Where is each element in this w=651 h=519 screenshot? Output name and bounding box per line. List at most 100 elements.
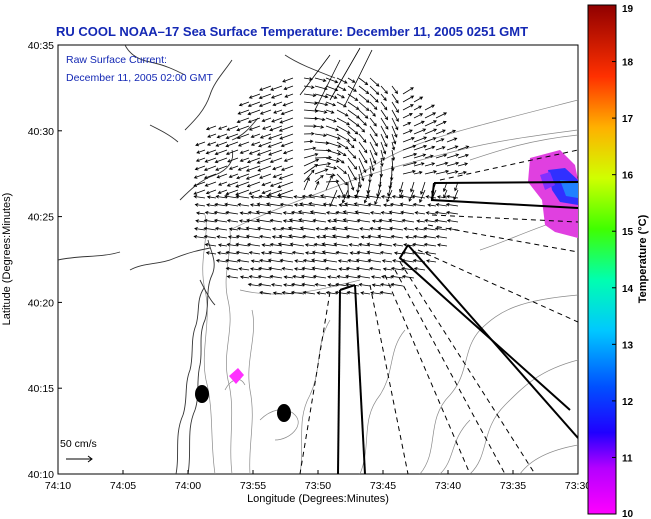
current-vector	[258, 282, 272, 287]
current-vector	[301, 266, 316, 271]
current-vector	[195, 219, 206, 223]
current-vector	[435, 112, 448, 119]
current-vector	[355, 258, 371, 263]
current-vector	[312, 218, 327, 223]
current-vector	[299, 226, 316, 231]
current-vector	[416, 219, 426, 223]
current-vector	[336, 133, 351, 142]
current-vector	[342, 210, 360, 215]
current-vector	[435, 235, 448, 239]
current-vector	[284, 93, 294, 98]
current-vector	[381, 259, 393, 263]
current-vector	[216, 235, 228, 239]
current-vector	[335, 210, 349, 215]
current-vector	[399, 202, 415, 207]
current-vector	[278, 234, 294, 239]
current-vector	[226, 181, 239, 187]
current-vector	[435, 120, 447, 127]
current-vector	[424, 137, 437, 143]
current-vector	[329, 47, 361, 101]
current-vector	[358, 93, 370, 103]
current-vector	[246, 242, 261, 247]
current-vector	[413, 144, 428, 151]
current-vector	[272, 101, 283, 107]
current-vector	[303, 169, 315, 183]
current-vector	[217, 189, 228, 194]
current-vector	[293, 267, 305, 271]
current-vector	[431, 181, 437, 195]
current-vector	[358, 157, 367, 174]
current-vector	[258, 101, 272, 107]
current-vector	[413, 113, 424, 119]
current-vector	[225, 210, 239, 215]
current-vector	[435, 129, 446, 135]
current-vector	[322, 258, 338, 263]
current-vector	[311, 258, 327, 263]
current-vector	[390, 282, 404, 287]
current-vector	[434, 210, 448, 215]
current-vector	[325, 165, 338, 170]
current-vector	[314, 133, 327, 137]
current-vector	[336, 141, 349, 150]
current-vector	[380, 117, 389, 130]
colorbar-label: Temperature (°C)	[637, 214, 649, 303]
current-vector	[325, 211, 338, 215]
current-vector	[203, 234, 217, 239]
current-vector	[236, 258, 250, 263]
current-vector	[446, 170, 459, 175]
current-vector	[293, 195, 305, 199]
current-vector	[217, 243, 228, 247]
current-vector	[366, 250, 382, 255]
current-vector	[203, 226, 217, 231]
current-vector	[347, 85, 357, 92]
current-vector	[259, 133, 272, 139]
current-vector	[336, 101, 347, 108]
current-vector	[435, 138, 445, 143]
current-vector	[402, 104, 414, 111]
current-vector	[369, 211, 382, 215]
current-vector	[436, 195, 448, 199]
current-vector	[402, 161, 417, 167]
current-vector	[290, 210, 305, 215]
x-ticks: 74:10 74:05 74:00 73:55 73:50 73:45 73:40 73:35…	[45, 470, 591, 492]
current-vector	[445, 210, 459, 215]
current-vector	[215, 259, 228, 263]
current-vector	[413, 170, 423, 175]
current-vector	[282, 219, 294, 223]
current-vector	[235, 194, 250, 199]
scale-arrow	[66, 455, 93, 463]
current-vector	[425, 195, 437, 199]
current-vector	[314, 283, 327, 287]
current-vector	[379, 282, 393, 287]
current-vector	[388, 210, 404, 215]
current-vector	[217, 251, 228, 255]
x-tick-label: 73:30	[565, 480, 591, 492]
x-tick-label: 73:35	[500, 480, 526, 492]
current-vector	[239, 275, 250, 279]
current-vector	[356, 274, 371, 279]
current-vector	[314, 174, 324, 183]
x-tick-label: 74:05	[110, 480, 136, 492]
x-tick-label: 74:10	[45, 480, 71, 492]
current-vector	[314, 168, 329, 175]
current-vector	[380, 211, 393, 215]
current-vector	[282, 77, 294, 83]
current-vector	[216, 173, 228, 179]
current-vector	[196, 149, 206, 154]
current-vector	[345, 266, 360, 271]
current-vector	[347, 157, 358, 170]
current-vector	[379, 250, 393, 255]
current-vector	[193, 234, 206, 239]
current-vector	[282, 149, 294, 155]
current-vector	[216, 133, 228, 139]
current-vector	[337, 259, 349, 263]
current-vector	[369, 101, 378, 110]
current-vector	[446, 194, 459, 199]
current-vector	[336, 195, 349, 199]
current-vector	[303, 158, 320, 167]
current-vector	[457, 170, 467, 175]
current-vector	[195, 157, 206, 162]
current-vector	[447, 227, 459, 231]
current-vector	[435, 161, 449, 167]
current-vector	[367, 258, 382, 263]
